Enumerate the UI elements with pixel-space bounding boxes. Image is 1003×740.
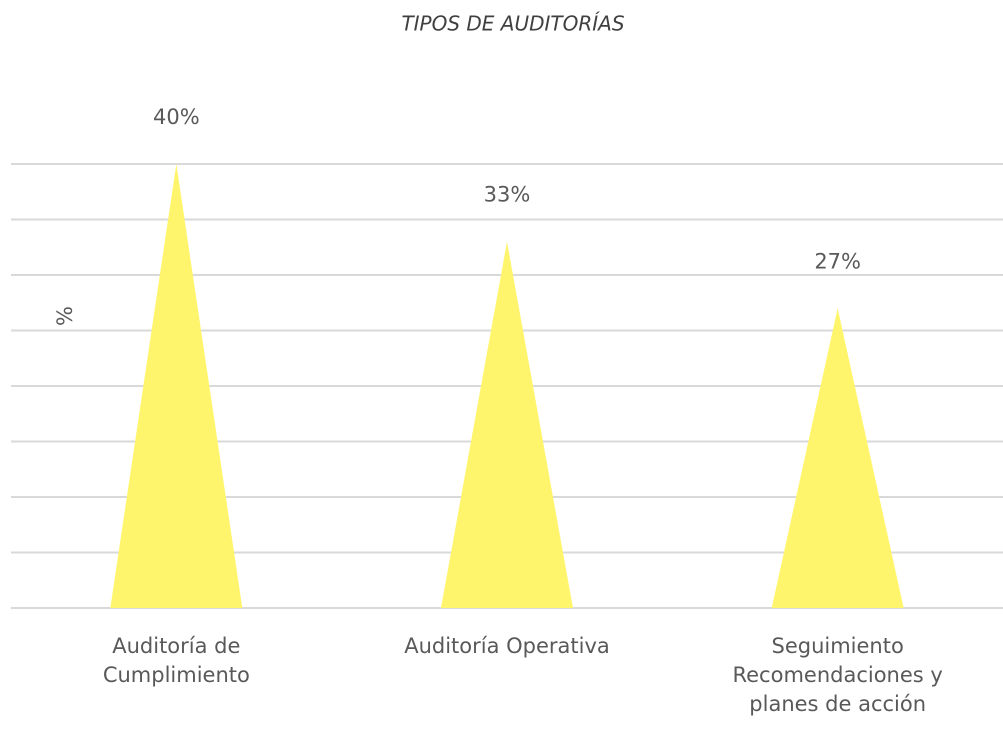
x-tick-label: Seguimiento Recomendaciones y planes de ac… — [732, 634, 942, 716]
y-axis-label: % — [53, 306, 77, 326]
bar — [441, 241, 573, 608]
x-tick-label: Auditoría de Cumplimiento — [103, 634, 250, 687]
value-label: 40% — [153, 105, 200, 129]
bar — [771, 308, 904, 608]
x-tick-label: Auditoría Operativa — [404, 634, 610, 658]
value-label: 27% — [814, 249, 861, 273]
bar — [110, 164, 243, 608]
value-label: 33% — [484, 183, 531, 207]
chart-title: TIPOS DE AUDITORÍAS — [401, 12, 624, 36]
